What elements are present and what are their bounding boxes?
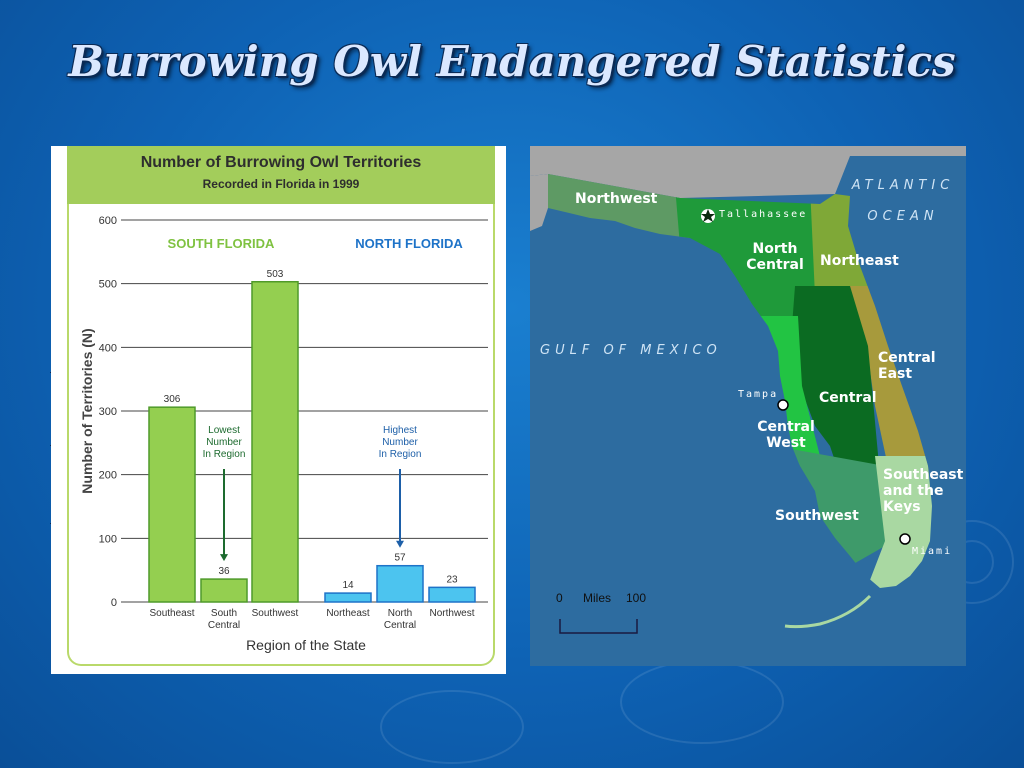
scale-label-zero: 0: [556, 591, 563, 605]
city-label-tampa: Tampa: [738, 389, 779, 400]
x-axis-label: Region of the State: [246, 637, 366, 653]
y-tick-label: 200: [99, 470, 117, 482]
y-tick-label: 100: [99, 533, 117, 545]
data-label: 306: [164, 394, 181, 405]
data-label: 57: [394, 553, 406, 564]
land-neighbor: [530, 174, 548, 231]
region-label-central-east: Central East: [878, 350, 936, 382]
atlantic-ocean-label: ATLANTIC OCEAN: [851, 178, 955, 224]
region-label-southeast: Southeast and the Keys: [883, 467, 964, 515]
background-ripple: [380, 690, 524, 764]
city-label-miami: Miami: [912, 546, 953, 557]
bar-southeast: [148, 406, 196, 603]
data-label: 14: [342, 580, 354, 591]
annotation-text: Highest: [383, 425, 417, 436]
x-tick-label: Northeast: [326, 608, 370, 619]
region-label-northwest: Northwest: [575, 191, 658, 207]
land-neighbor: [530, 146, 966, 198]
chart-title: Number of Burrowing Owl Territories: [140, 154, 422, 171]
bar-north-central: [376, 564, 424, 603]
annotation-text: In Region: [379, 449, 422, 460]
region-label-central: Central: [819, 390, 877, 406]
y-tick-label: 500: [99, 279, 117, 291]
region-label-southwest: Southwest: [775, 508, 859, 524]
y-tick-label: 300: [99, 406, 117, 418]
miami-marker: [899, 533, 911, 545]
slide-title: Burrowing Owl Endangered Statistics: [68, 37, 956, 86]
map-graphic: [530, 146, 966, 634]
tampa-marker: [777, 399, 789, 411]
region-southwest: [775, 446, 885, 566]
y-tick-label: 600: [99, 215, 117, 227]
scale-label-unit: Miles: [583, 591, 612, 605]
arrow-down-icon: [396, 540, 404, 548]
arrow-down-icon: [220, 554, 228, 562]
annotation-text: Number: [206, 437, 242, 448]
y-tick-label: 0: [111, 597, 117, 609]
chart-subtitle: Recorded in Florida in 1999: [202, 177, 360, 191]
data-label: 36: [218, 566, 230, 577]
annotation-text: Number: [382, 437, 418, 448]
data-label: 503: [267, 269, 284, 280]
chart-panel: Number of Burrowing Owl Territories Reco…: [51, 146, 506, 674]
scale-label-max: 100: [626, 591, 647, 605]
group-label-south-florida: SOUTH FLORIDA: [168, 236, 275, 251]
bar-northwest: [428, 586, 476, 603]
bar-south-central: [200, 578, 248, 603]
annotation-text: Lowest: [208, 425, 240, 436]
background-ripple: [620, 660, 784, 744]
region-central: [792, 286, 880, 476]
x-tick-label: Central: [384, 620, 416, 631]
gulf-of-mexico-label: GULF OF MEXICO: [540, 343, 722, 358]
x-tick-label: Southeast: [149, 608, 194, 619]
region-label-northeast: Northeast: [820, 253, 899, 269]
chart-header: [67, 146, 495, 204]
y-axis-label: Number of Territories (N): [79, 328, 95, 493]
city-label-tallahassee: Tallahassee: [719, 209, 808, 220]
data-label: 23: [446, 574, 458, 585]
group-label-north-florida: NORTH FLORIDA: [355, 236, 463, 251]
bar-chart: 0 100 200 300 400 500 600 Number of Territories…: [79, 215, 488, 653]
x-tick-label: Southwest: [252, 608, 299, 619]
y-tick-label: 400: [99, 342, 117, 354]
region-label-central-west: Central West: [757, 419, 815, 451]
bar-southwest: [251, 281, 299, 603]
region-label-north-central: North Central: [746, 241, 804, 273]
florida-keys: [784, 594, 872, 629]
tallahassee-star-icon: [701, 209, 715, 223]
x-tick-label: Central: [208, 620, 240, 631]
x-tick-label: Northwest: [429, 608, 474, 619]
x-tick-label: North: [388, 608, 412, 619]
annotation-text: In Region: [203, 449, 246, 460]
florida-map: ATLANTIC OCEAN GULF OF MEXICO Northwest …: [530, 146, 966, 666]
x-tick-label: South: [211, 608, 237, 619]
bar-northeast: [324, 592, 372, 603]
scale-bar: [559, 619, 638, 634]
